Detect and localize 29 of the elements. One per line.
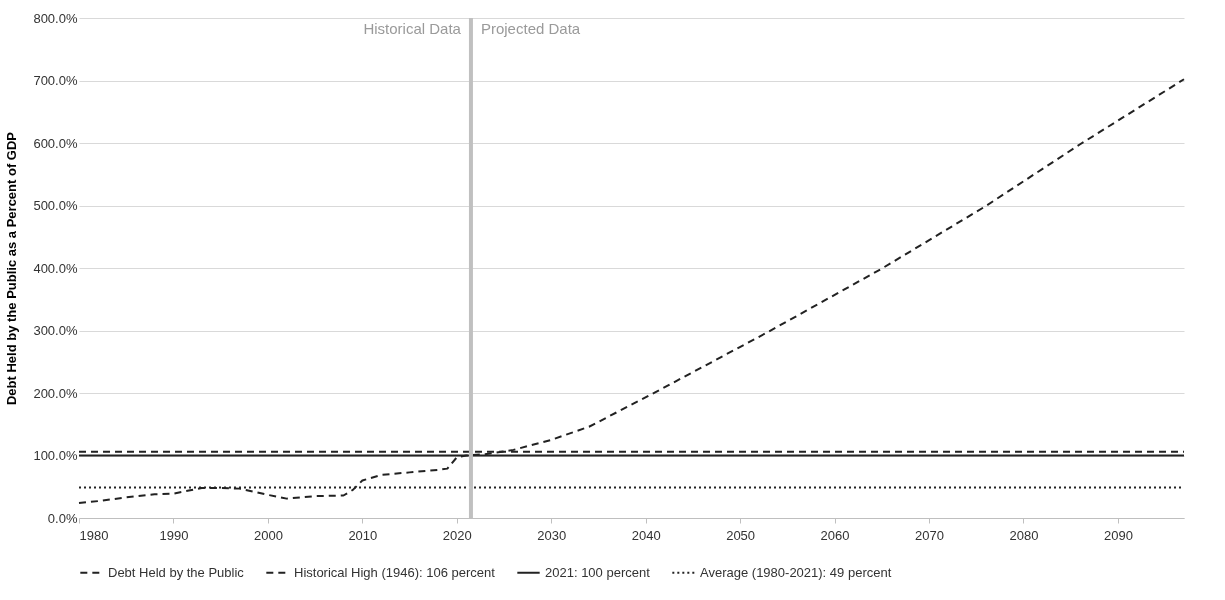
x-tick-label: 2020 <box>442 527 472 543</box>
x-tick-label: 1980 <box>79 527 109 543</box>
y-tick-label: 0.0% <box>47 510 78 526</box>
y-tick-label: 200.0% <box>33 385 78 401</box>
y-tick-label: 300.0% <box>33 323 78 338</box>
x-tick-label: 1990 <box>159 527 189 543</box>
x-tick-label: 2030 <box>537 527 567 543</box>
legend-label: Average (1980-2021): 49 percent <box>700 564 892 580</box>
x-tick-label: 2040 <box>631 527 661 543</box>
x-tick-label: 2080 <box>1009 527 1039 543</box>
x-tick-label: 2090 <box>1103 527 1133 543</box>
y-axis-title: Debt Held by the Public as a Percent of GDP <box>4 131 20 406</box>
x-tick-label: 2000 <box>253 527 283 543</box>
y-tick-label: 800.0% <box>33 10 78 26</box>
x-tick-label: 2060 <box>820 527 850 543</box>
x-tick-label: 2050 <box>726 527 756 543</box>
y-tick-label: 400.0% <box>33 260 78 276</box>
x-tick-label: 2070 <box>915 527 944 543</box>
annotation: Historical Data <box>363 20 462 37</box>
x-tick-label: 2010 <box>348 527 378 543</box>
y-tick-label: 700.0% <box>33 73 78 88</box>
annotation: Projected Data <box>480 20 581 37</box>
legend-label: 2021: 100 percent <box>545 564 651 580</box>
legend-label: Debt Held by the Public <box>108 564 245 580</box>
y-tick-label: 100.0% <box>33 448 78 463</box>
y-tick-label: 500.0% <box>33 198 78 213</box>
legend-label: Historical High (1946): 106 percent <box>294 564 496 580</box>
line-series <box>78 78 1185 504</box>
y-tick-label: 600.0% <box>33 135 78 151</box>
